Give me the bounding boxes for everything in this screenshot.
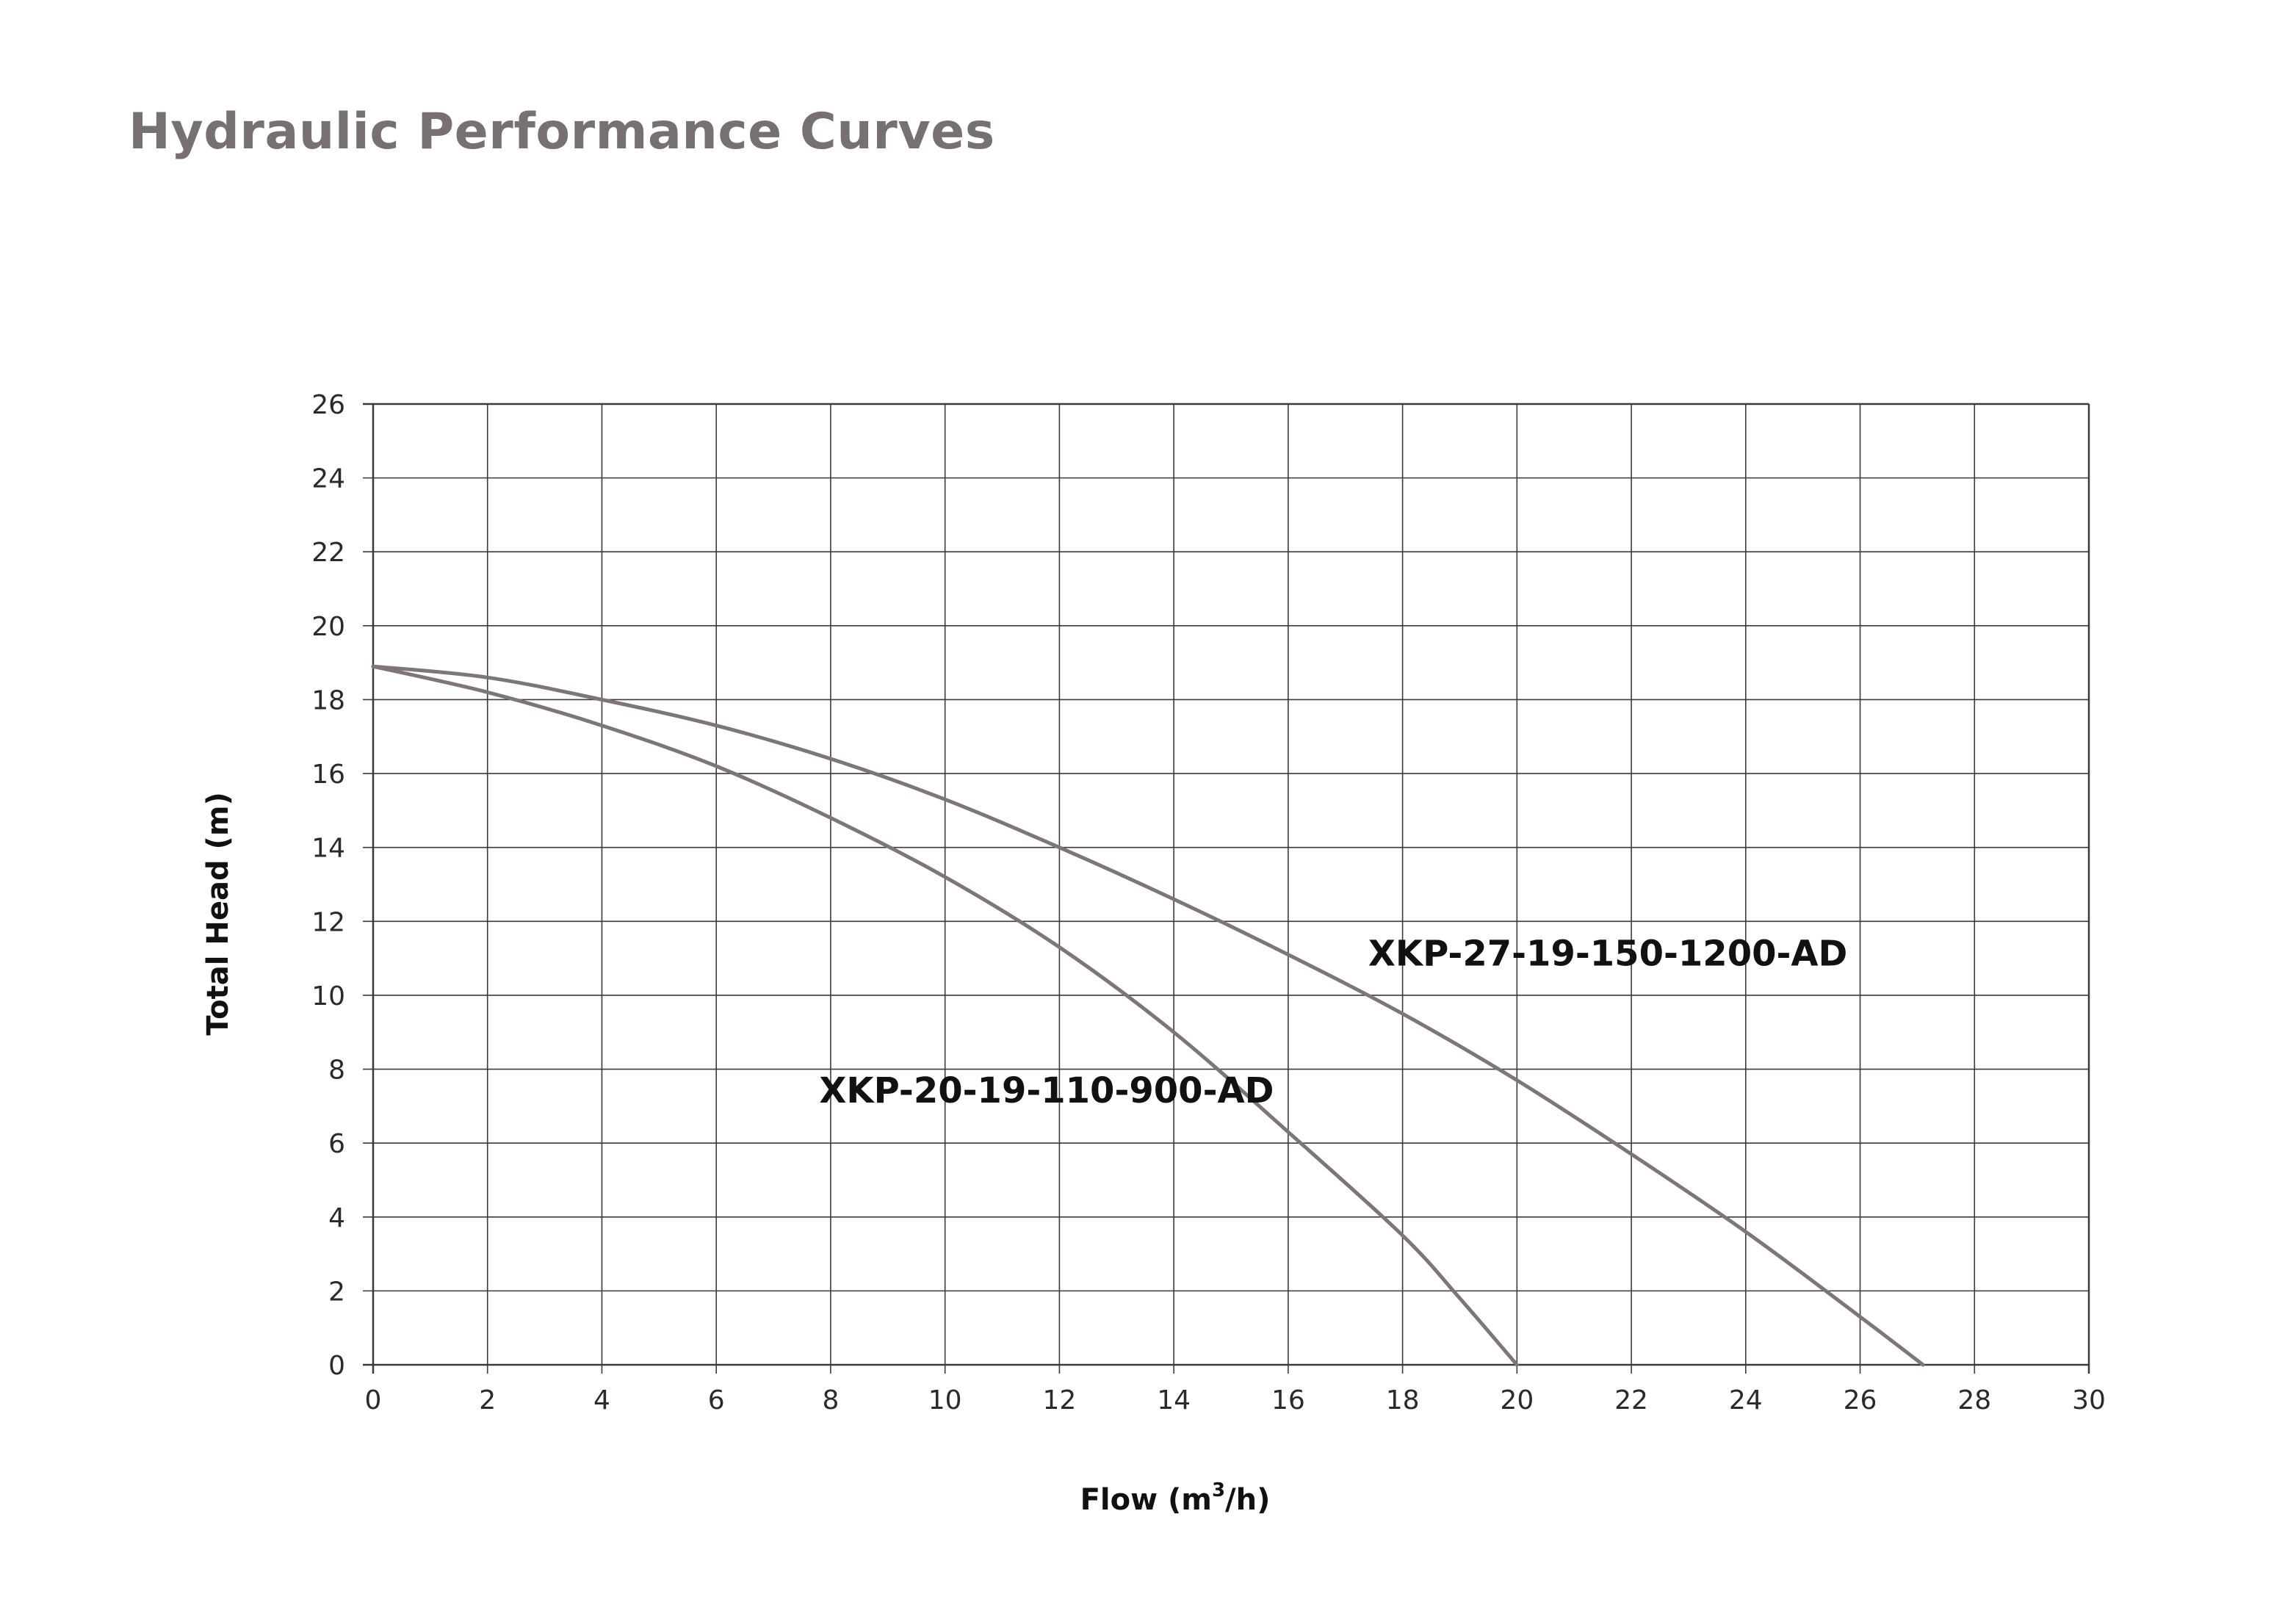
y-tick-label-12: 12 bbox=[311, 907, 345, 937]
x-tick-label-12: 12 bbox=[1042, 1385, 1076, 1415]
y-tick-label-0: 0 bbox=[328, 1351, 345, 1381]
page-title: Hydraulic Performance Curves bbox=[129, 103, 995, 161]
y-tick-label-20: 20 bbox=[311, 612, 345, 642]
x-axis-label-superscript: 3 bbox=[1212, 1479, 1225, 1501]
y-tick-label-26: 26 bbox=[311, 390, 345, 420]
x-axis-label: Flow (m3/h) bbox=[1080, 1479, 1271, 1517]
series-curve-1 bbox=[371, 664, 1519, 1367]
y-tick-label-2: 2 bbox=[328, 1277, 345, 1307]
x-tick-label-20: 20 bbox=[1500, 1385, 1534, 1415]
y-tick-label-6: 6 bbox=[328, 1129, 345, 1159]
x-tick-label-2: 2 bbox=[479, 1385, 496, 1415]
x-tick-label-0: 0 bbox=[365, 1385, 382, 1415]
y-tick-label-8: 8 bbox=[328, 1056, 345, 1086]
x-axis-label-end: /h) bbox=[1225, 1483, 1270, 1517]
y-tick-label-18: 18 bbox=[311, 685, 345, 715]
y-axis-label: Total Head (m) bbox=[201, 792, 235, 1036]
series-curve-2 bbox=[371, 664, 1925, 1367]
x-tick-label-24: 24 bbox=[1729, 1385, 1763, 1415]
curves bbox=[371, 664, 1925, 1367]
x-tick-label-30: 30 bbox=[2072, 1385, 2106, 1415]
x-tick-label-26: 26 bbox=[1844, 1385, 1877, 1415]
x-axis-label-main: Flow (m bbox=[1080, 1483, 1212, 1517]
x-tick-label-28: 28 bbox=[1957, 1385, 1991, 1415]
y-tick-label-4: 4 bbox=[328, 1203, 345, 1233]
x-tick-label-22: 22 bbox=[1614, 1385, 1648, 1415]
y-tick-label-14: 14 bbox=[311, 834, 345, 864]
y-tick-label-24: 24 bbox=[311, 464, 345, 494]
x-tick-label-4: 4 bbox=[593, 1385, 610, 1415]
x-tick-label-6: 6 bbox=[708, 1385, 725, 1415]
series-label-2: XKP-27-19-150-1200-AD bbox=[1368, 934, 1848, 975]
series-labels: XKP-20-19-110-900-AD XKP-27-19-150-1200-A… bbox=[819, 934, 1847, 1111]
x-tick-label-8: 8 bbox=[822, 1385, 839, 1415]
grid bbox=[363, 403, 2090, 1374]
x-tick-label-18: 18 bbox=[1386, 1385, 1420, 1415]
x-tick-label-16: 16 bbox=[1271, 1385, 1305, 1415]
tick-labels: 0 2 4 6 8 10 12 14 16 18 20 22 24 26 28 300246810121416… bbox=[311, 390, 2106, 1415]
x-tick-label-10: 10 bbox=[928, 1385, 962, 1415]
y-tick-label-10: 10 bbox=[311, 981, 345, 1011]
y-tick-label-22: 22 bbox=[311, 538, 345, 568]
series-label-1: XKP-20-19-110-900-AD bbox=[819, 1070, 1274, 1111]
y-tick-label-16: 16 bbox=[311, 760, 345, 790]
x-tick-label-14: 14 bbox=[1157, 1385, 1191, 1415]
